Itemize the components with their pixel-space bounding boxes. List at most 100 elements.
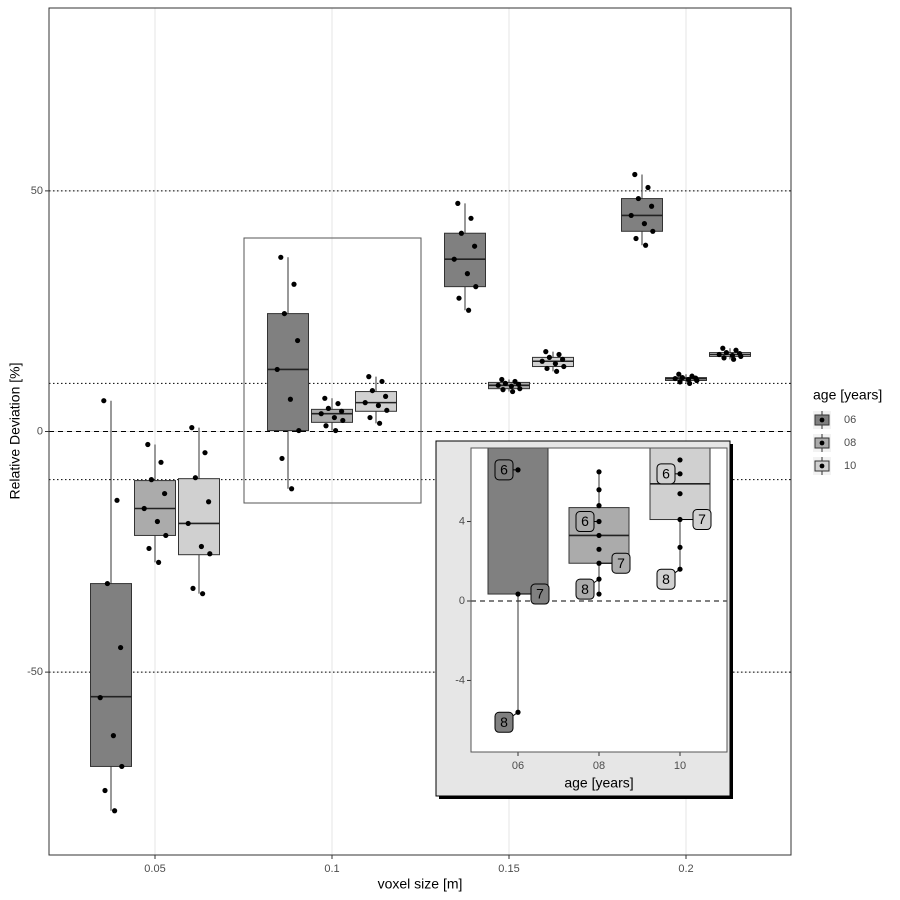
- point-label: 6: [581, 513, 589, 529]
- point: [318, 411, 324, 417]
- legend-key-dot: [819, 463, 825, 469]
- inset-point: [596, 532, 602, 539]
- point: [720, 345, 726, 351]
- y-tick-label: 0: [37, 425, 43, 437]
- point: [643, 242, 649, 248]
- point: [289, 486, 295, 492]
- point: [185, 520, 191, 527]
- legend-label: 08: [844, 437, 856, 449]
- point: [384, 407, 390, 413]
- point: [464, 271, 470, 277]
- inset-chart: -4 0 4 06 08 10 6 7 8 6 7 8 6 7 8: [455, 448, 727, 772]
- point: [552, 361, 559, 367]
- point: [738, 353, 744, 360]
- point: [274, 366, 280, 373]
- point: [649, 203, 655, 209]
- point-label-box: [494, 711, 514, 733]
- x-tick-label: 0.05: [144, 863, 165, 875]
- boxes: [90, 171, 751, 814]
- point: [694, 377, 700, 384]
- point: [721, 355, 727, 361]
- point: [200, 591, 206, 597]
- point-label-box: [611, 552, 631, 574]
- inset-point: [596, 503, 602, 509]
- point-label-box: [575, 578, 595, 600]
- point: [163, 532, 169, 539]
- point: [561, 363, 567, 370]
- point: [118, 644, 124, 651]
- legend: 06 08 10: [813, 411, 856, 475]
- point: [367, 414, 373, 421]
- point: [539, 358, 545, 364]
- inset-point: [677, 491, 683, 497]
- point: [716, 351, 722, 358]
- point-label: 6: [500, 462, 508, 478]
- point: [556, 351, 562, 358]
- point: [325, 405, 331, 411]
- point: [189, 425, 195, 431]
- inset-y-tick-label: 4: [459, 515, 465, 527]
- point: [687, 380, 693, 386]
- point: [112, 808, 118, 814]
- box: [311, 408, 353, 423]
- point: [383, 393, 389, 399]
- point-label: 8: [662, 571, 670, 587]
- legend-key-dot: [819, 417, 825, 423]
- y-axis-title: Relative Deviation [%]: [7, 363, 23, 500]
- point-label: 7: [536, 586, 544, 602]
- inset-point: [596, 487, 602, 493]
- point: [650, 228, 656, 234]
- point: [291, 281, 297, 287]
- point-label: 7: [698, 511, 706, 527]
- point: [473, 284, 479, 290]
- point: [546, 354, 553, 360]
- point-label: 8: [581, 581, 589, 597]
- point: [466, 307, 472, 313]
- point-label-box: [656, 568, 676, 590]
- point: [628, 212, 634, 219]
- point: [458, 230, 464, 236]
- box: [178, 478, 220, 556]
- point-label: 8: [500, 714, 508, 730]
- point: [633, 235, 639, 242]
- point: [517, 386, 523, 392]
- point: [516, 381, 522, 387]
- point: [451, 256, 457, 262]
- inset-point: [596, 591, 602, 597]
- point: [158, 459, 164, 465]
- point: [544, 365, 550, 372]
- y-tick-label: -50: [27, 666, 43, 678]
- point: [679, 375, 686, 381]
- inset-y-tick-label: -4: [455, 674, 465, 686]
- point: [146, 545, 152, 552]
- point: [512, 378, 518, 385]
- point-label: 7: [617, 555, 625, 571]
- inset-boxes: 6 7 8 6 7 8 6 7 8: [471, 448, 727, 733]
- inset-point: [677, 544, 683, 550]
- point: [456, 295, 462, 301]
- inset-x-tick-label: 06: [512, 760, 524, 772]
- x-tick-label: 0.2: [678, 863, 693, 875]
- point: [495, 382, 501, 388]
- point: [102, 787, 108, 794]
- x-tick-label: 0.1: [324, 863, 339, 875]
- point: [114, 497, 120, 503]
- point: [635, 195, 642, 202]
- point: [509, 388, 516, 395]
- inset-point: [677, 457, 683, 463]
- x-axis-title: voxel size [m]: [378, 876, 463, 892]
- point: [362, 400, 368, 406]
- point: [287, 396, 293, 402]
- point: [676, 371, 682, 377]
- point-label-box: [494, 459, 514, 481]
- point: [339, 408, 345, 414]
- point: [677, 379, 683, 385]
- point-label-box: [575, 511, 595, 533]
- point: [190, 585, 196, 591]
- point: [366, 374, 372, 380]
- point: [101, 398, 107, 404]
- point-label-box: [656, 463, 676, 485]
- point: [206, 499, 212, 505]
- point-label-box: [530, 583, 550, 605]
